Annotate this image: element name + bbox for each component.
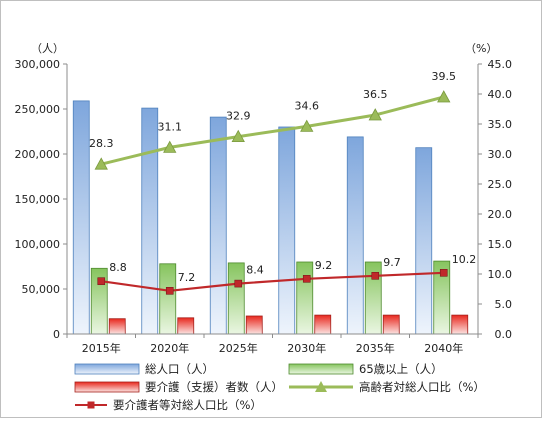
bar-total	[209, 116, 227, 335]
bar-care	[245, 315, 263, 335]
legend-swatch	[288, 363, 354, 375]
care-ratio-line	[101, 271, 444, 292]
bar-care	[314, 314, 332, 335]
care-ratio-point	[302, 274, 311, 283]
legend-aged-ratio: 高齢者対総人口比（%）	[289, 380, 485, 394]
x-tick-label: 2015年	[82, 341, 121, 355]
right-tick-label: 25.0	[488, 178, 513, 191]
aged-ratio-label: 36.5	[363, 88, 388, 101]
left-axis-unit: （人）	[31, 42, 64, 55]
x-tick-label: 2040年	[424, 341, 463, 355]
care-ratio-point	[371, 271, 380, 280]
bars	[72, 100, 469, 335]
x-axis-labels: 2015年 2020年 2025年 2030年 2035年 2040年	[66, 334, 479, 355]
aged-ratio-label: 31.1	[158, 120, 183, 133]
legend-care-ratio: 要介護者等対総人口比（%）	[75, 398, 262, 412]
left-axis-ticks: 0 50,000 100,000 150,000 200,000 250,000 300,0…	[15, 58, 67, 341]
left-tick-label: 100,000	[15, 238, 61, 251]
legend-label: 65歳以上（人）	[359, 362, 443, 376]
bar-total	[278, 126, 296, 335]
left-tick-label: 50,000	[22, 283, 61, 296]
right-tick-label: 20.0	[488, 208, 513, 221]
aged-ratio-label: 32.9	[226, 110, 251, 123]
legend-label: 要介護者等対総人口比（%）	[113, 398, 262, 412]
legend-label: 総人口（人）	[145, 362, 214, 376]
aged-ratio-label: 39.5	[432, 70, 457, 83]
x-tick-label: 2025年	[219, 341, 258, 355]
left-tick-label: 0	[53, 328, 60, 341]
right-tick-label: 35.0	[488, 118, 513, 131]
aged-ratio-label: 28.3	[89, 137, 114, 150]
x-tick-label: 2030年	[287, 341, 326, 355]
legend-label: 高齢者対総人口比（%）	[359, 380, 485, 394]
care-ratio-label: 10.2	[452, 253, 477, 266]
bar-total	[415, 147, 433, 335]
aged-ratio-label: 34.6	[295, 99, 320, 112]
care-ratio-point	[165, 286, 174, 295]
left-tick-label: 200,000	[15, 148, 61, 161]
left-tick-label: 150,000	[15, 193, 61, 206]
right-axis-ticks: 0.0 5.0 10.0 15.0 20.0 25.0 30.0 35.0 40.0 45.0	[478, 58, 512, 341]
legend-marker	[87, 401, 95, 409]
aged-ratio-point	[437, 90, 451, 103]
care-ratio-point	[439, 268, 448, 277]
ratio-lines: 28.3 31.1 32.9 34.6 36.5 39.5 8.8 7.2 8.4 9.2 9.7 1…	[89, 70, 477, 295]
care-ratio-label: 8.4	[246, 264, 264, 277]
bar-aged	[227, 262, 245, 335]
bar-total	[346, 136, 364, 335]
legend-total-population: 総人口（人）	[74, 362, 214, 376]
care-ratio-point	[234, 279, 243, 288]
right-tick-label: 15.0	[488, 238, 513, 251]
bar-care	[108, 318, 126, 335]
right-tick-label: 10.0	[488, 268, 513, 281]
x-tick-label: 2020年	[150, 341, 189, 355]
right-tick-label: 30.0	[488, 148, 513, 161]
aged-ratio-point	[94, 157, 108, 170]
bar-aged	[159, 263, 177, 335]
right-tick-label: 0.0	[495, 328, 513, 341]
bar-aged	[296, 261, 314, 335]
legend-care-recipients: 要介護（支援）者数（人）	[74, 380, 283, 394]
right-tick-label: 45.0	[488, 58, 513, 71]
care-ratio-point	[97, 277, 106, 286]
aged-ratio-line	[100, 95, 445, 166]
care-ratio-label: 7.2	[178, 271, 196, 284]
care-ratio-label: 8.8	[109, 261, 127, 274]
left-tick-label: 250,000	[15, 103, 61, 116]
bar-total	[72, 100, 90, 335]
bar-care	[177, 317, 195, 335]
legend: 総人口（人） 65歳以上（人） 要介護（支援）者数（人） 高齢者対総人口比（%） 要介護…	[74, 362, 485, 412]
bar-total	[141, 107, 159, 335]
bar-care	[451, 314, 469, 335]
left-tick-label: 300,000	[15, 58, 61, 71]
legend-aged-population: 65歳以上（人）	[288, 362, 443, 376]
legend-marker	[315, 381, 327, 392]
right-tick-label: 5.0	[495, 298, 513, 311]
aged-ratio-point	[300, 119, 314, 132]
right-tick-label: 40.0	[488, 88, 513, 101]
x-tick-label: 2035年	[356, 341, 395, 355]
care-ratio-label: 9.2	[315, 259, 333, 272]
legend-label: 要介護（支援）者数（人）	[145, 380, 283, 394]
aged-ratio-point	[163, 140, 177, 153]
legend-swatch	[74, 363, 140, 375]
aged-ratio-point	[368, 108, 382, 121]
legend-swatch	[74, 381, 140, 393]
care-ratio-label: 9.7	[383, 256, 401, 269]
aged-ratio-point	[231, 129, 245, 143]
bar-care	[382, 314, 400, 335]
right-axis-unit: （%）	[465, 42, 497, 55]
